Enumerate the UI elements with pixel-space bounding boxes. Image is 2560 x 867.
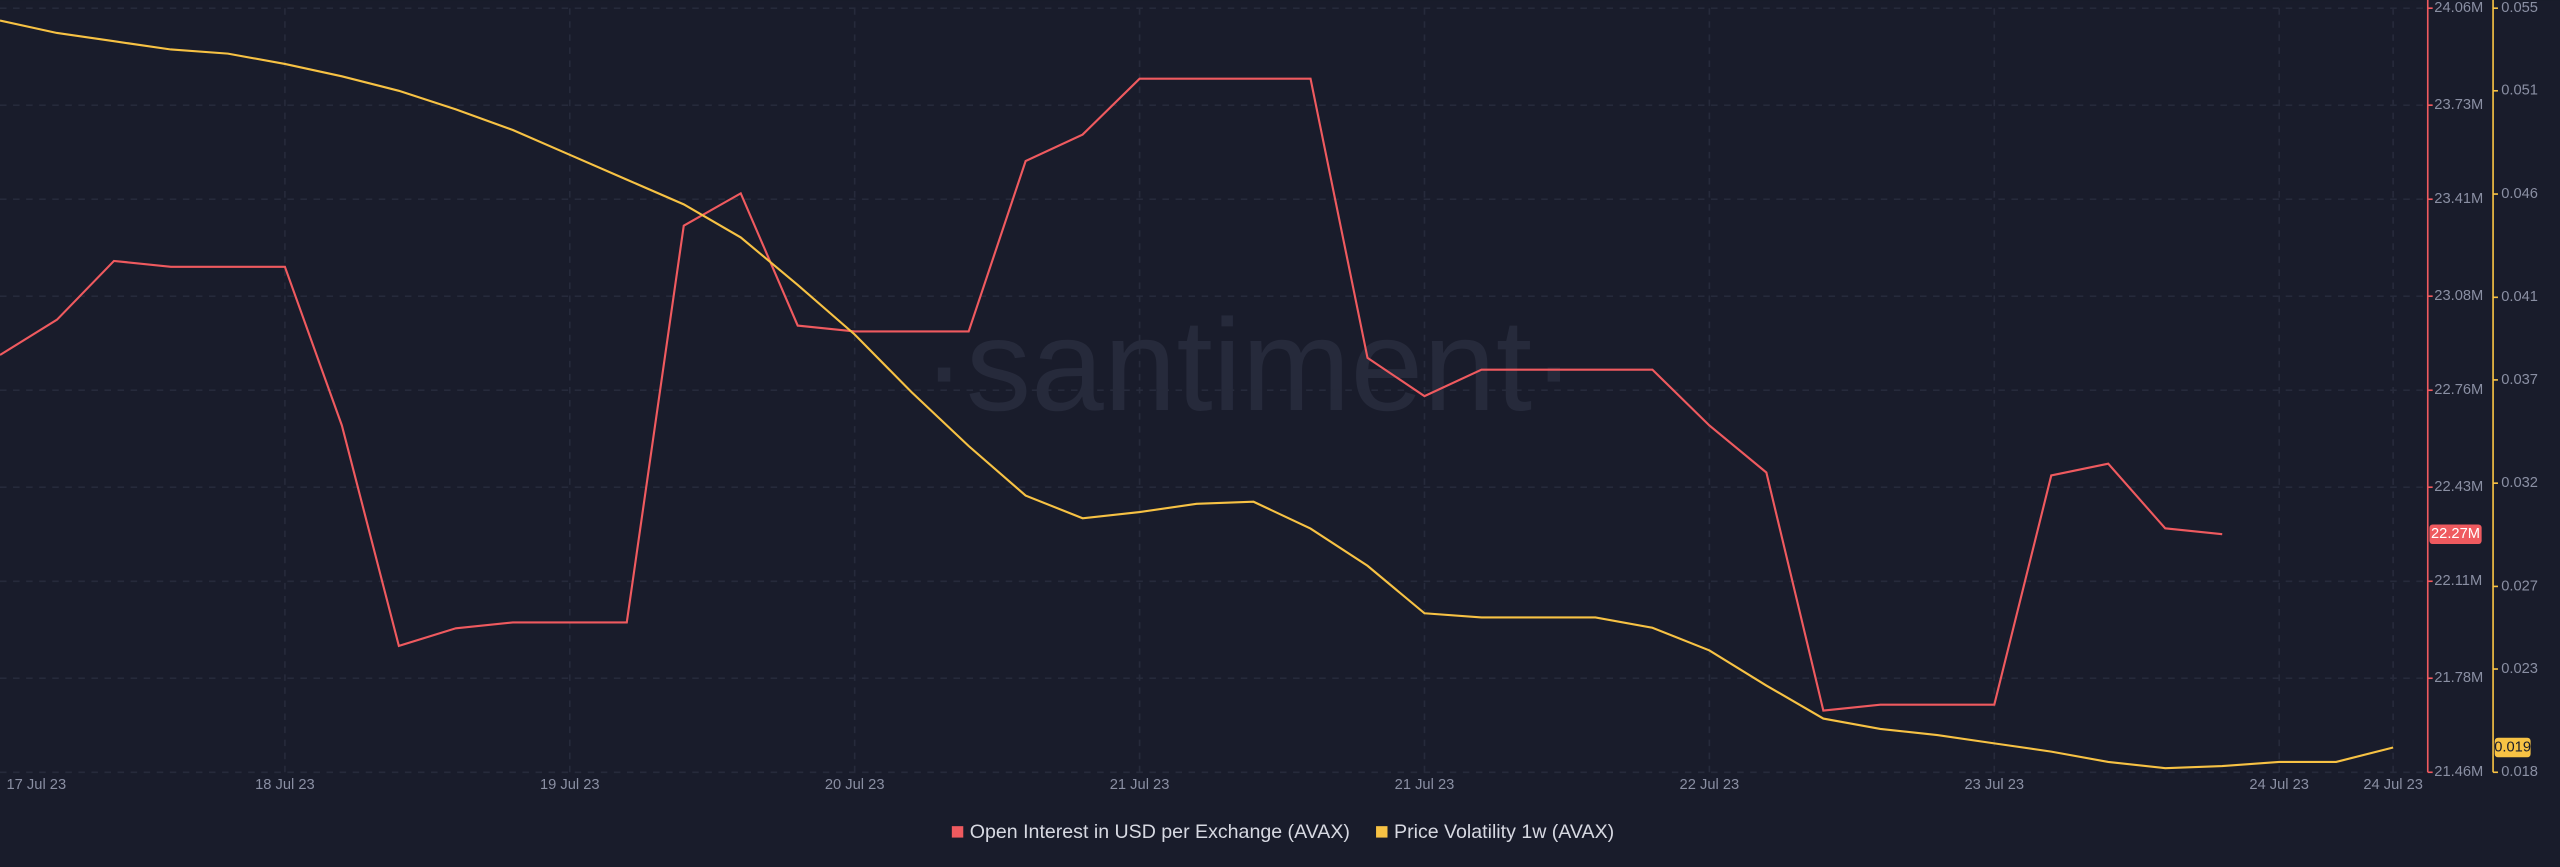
x-tick-label: 23 Jul 23	[1964, 777, 2024, 793]
series-line	[0, 19, 2394, 770]
y-tick-label: 22.11M	[2434, 573, 2482, 589]
y2-tick-label: 0.051	[2501, 83, 2538, 99]
y-tick-label: 22.76M	[2434, 382, 2483, 398]
x-tick-label: 19 Jul 23	[540, 777, 600, 793]
y-tick-label: 21.46M	[2434, 764, 2483, 780]
y-tick-label: 23.73M	[2434, 97, 2483, 113]
x-tick-label: 18 Jul 23	[255, 777, 315, 793]
y-tick-label: 23.41M	[2434, 191, 2483, 207]
current-value-box	[2494, 737, 2531, 758]
x-tick-label: 21 Jul 23	[1110, 777, 1170, 793]
y2-tick-label: 0.032	[2501, 475, 2538, 491]
series-line	[0, 77, 2223, 712]
y-tick-label: 23.08M	[2434, 288, 2483, 304]
x-tick-label: 24 Jul 23	[2249, 777, 2309, 793]
y2-tick-label: 0.046	[2501, 186, 2538, 202]
legend-label: Open Interest in USD per Exchange (AVAX)	[970, 821, 1350, 843]
x-tick-label: 22 Jul 23	[1680, 777, 1740, 793]
legend-swatch	[1376, 826, 1388, 838]
legend-swatch	[951, 826, 964, 838]
x-tick-label: 24 Jul 23	[2363, 777, 2423, 793]
y-tick-label: 22.43M	[2434, 479, 2483, 495]
legend-label: Price Volatility 1w (AVAX)	[1394, 821, 1614, 843]
current-value-box	[2429, 524, 2482, 545]
x-tick-label: 17 Jul 23	[7, 777, 67, 793]
y-tick-label: 21.78M	[2434, 670, 2483, 686]
y2-tick-label: 0.023	[2501, 661, 2538, 677]
watermark: ·santiment·	[922, 292, 1575, 438]
x-tick-label: 20 Jul 23	[825, 777, 885, 793]
y2-tick-label: 0.037	[2501, 372, 2538, 388]
x-tick-label: 21 Jul 23	[1395, 777, 1455, 793]
y-tick-label: 24.06M	[2434, 0, 2483, 16]
y2-tick-label: 0.041	[2501, 289, 2538, 305]
y2-tick-label: 0.018	[2501, 764, 2538, 780]
current-value-label: 0.019	[2494, 739, 2531, 755]
current-value-label: 22.27M	[2431, 526, 2480, 542]
y2-tick-label: 0.055	[2501, 0, 2538, 16]
y2-tick-label: 0.027	[2501, 578, 2538, 594]
